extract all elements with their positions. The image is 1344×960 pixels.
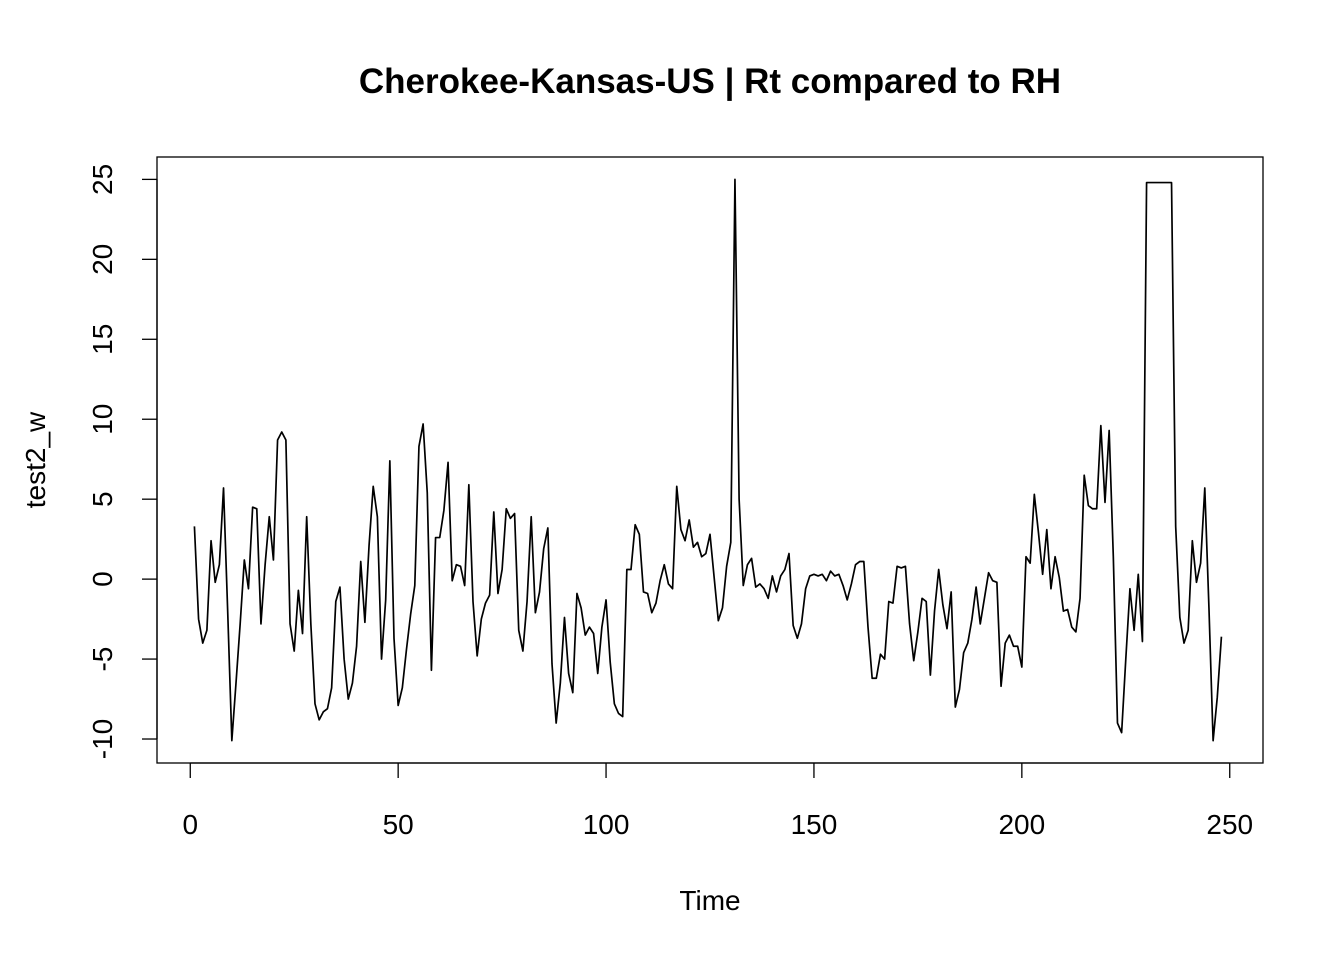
x-axis: 0 50 100 150 200 250	[182, 762, 1253, 840]
y-tick-label: 0	[87, 571, 118, 587]
x-tick-label: 150	[791, 809, 838, 840]
y-tick-label: -5	[87, 647, 118, 672]
y-tick-label: 20	[87, 244, 118, 275]
y-axis-label: test2_w	[20, 411, 51, 508]
x-tick-label: 100	[583, 809, 630, 840]
y-tick-label: -10	[87, 719, 118, 759]
series-layer	[193, 178, 1223, 742]
x-tick-label: 0	[182, 809, 198, 840]
chart-title: Cherokee-Kansas-US | Rt compared to RH	[359, 62, 1061, 101]
y-tick-label: 25	[87, 164, 118, 195]
y-tick-label: 5	[87, 491, 118, 507]
x-axis-label: Time	[679, 885, 740, 916]
y-tick-label: 10	[87, 404, 118, 435]
x-tick-label: 50	[383, 809, 414, 840]
x-tick-label: 200	[998, 809, 1045, 840]
y-axis: -10 -5 0 5 10 15 20 25	[87, 164, 158, 759]
plot-area-frame	[156, 156, 1264, 764]
series-line	[193, 178, 1223, 742]
x-tick-label: 250	[1206, 809, 1253, 840]
y-tick-label: 15	[87, 324, 118, 355]
